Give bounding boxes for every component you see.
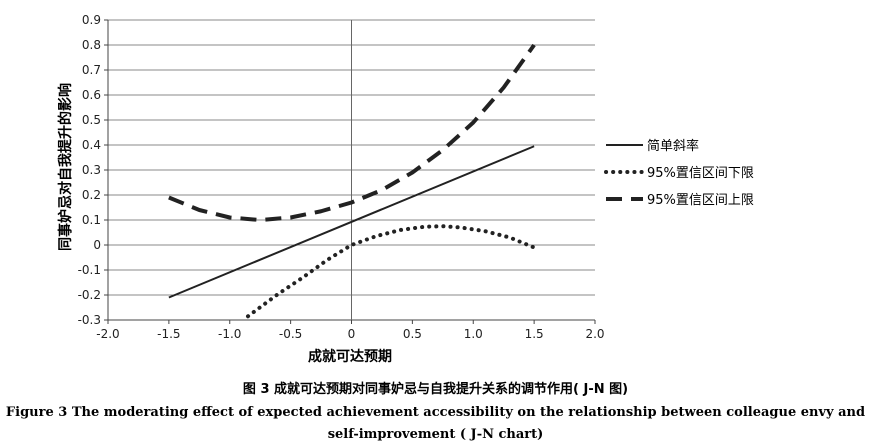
x-tick-label: -1.0 [218,327,241,341]
y-tick-labels: 0.9 0.8 0.7 0.6 0.5 0.4 0.3 0.2 0.1 0 -0.1 -0.2 -0.3 [78,13,101,327]
x-tick-labels: -2.0 -1.5 -1.0 -0.5 0 0.5 1.0 1.5 2.0 [96,327,604,341]
caption-english-line2: self-improvement ( J-N chart) [327,427,544,442]
y-tick-label: 0.7 [82,63,101,77]
x-tick-label: -2.0 [96,327,119,341]
y-tick-label: 0.1 [82,213,101,227]
legend-label: 95%置信区间下限 [647,166,754,181]
legend-label: 95%置信区间上限 [647,193,754,208]
y-axis-title: 同事妒忌对自我提升的影响 [57,83,74,251]
y-tick-label: 0.6 [82,88,101,102]
x-tick-label: 0 [348,327,356,341]
x-tick-label: 0.5 [403,327,422,341]
x-tick-label: -0.5 [279,327,302,341]
series-lines [168,43,537,319]
caption-english-line1: Figure 3 The moderating effect of expect… [5,405,866,420]
x-tick-label: -1.5 [157,327,180,341]
axes [104,19,596,324]
x-tick-label: 1.5 [525,327,544,341]
series-dashed-line [168,43,536,222]
x-tick-label: 2.0 [585,327,604,341]
y-tick-label: 0 [93,238,101,252]
legend-label: 简单斜率 [647,138,699,154]
x-tick-label: 1.0 [464,327,483,341]
y-tick-label: 0.4 [82,138,101,152]
y-tick-label: 0.3 [82,163,101,177]
caption-chinese: 图 3 成就可达预期对同事妒忌与自我提升关系的调节作用( J-N 图) [242,382,629,397]
legend: 简单斜率 95%置信区间下限 95%置信区间上限 [604,138,754,208]
y-tick-label: 0.8 [82,38,101,52]
y-tick-label: -0.1 [78,263,101,277]
y-tick-label: 0.9 [82,13,101,27]
series-solid-line [168,145,535,299]
y-tick-label: 0.5 [82,113,101,127]
y-tick-label: 0.2 [82,188,101,202]
x-axis-title: 成就可达预期 [308,348,392,365]
series-dotted-line [246,224,537,319]
y-tick-label: -0.3 [78,313,101,327]
y-tick-label: -0.2 [78,288,101,302]
